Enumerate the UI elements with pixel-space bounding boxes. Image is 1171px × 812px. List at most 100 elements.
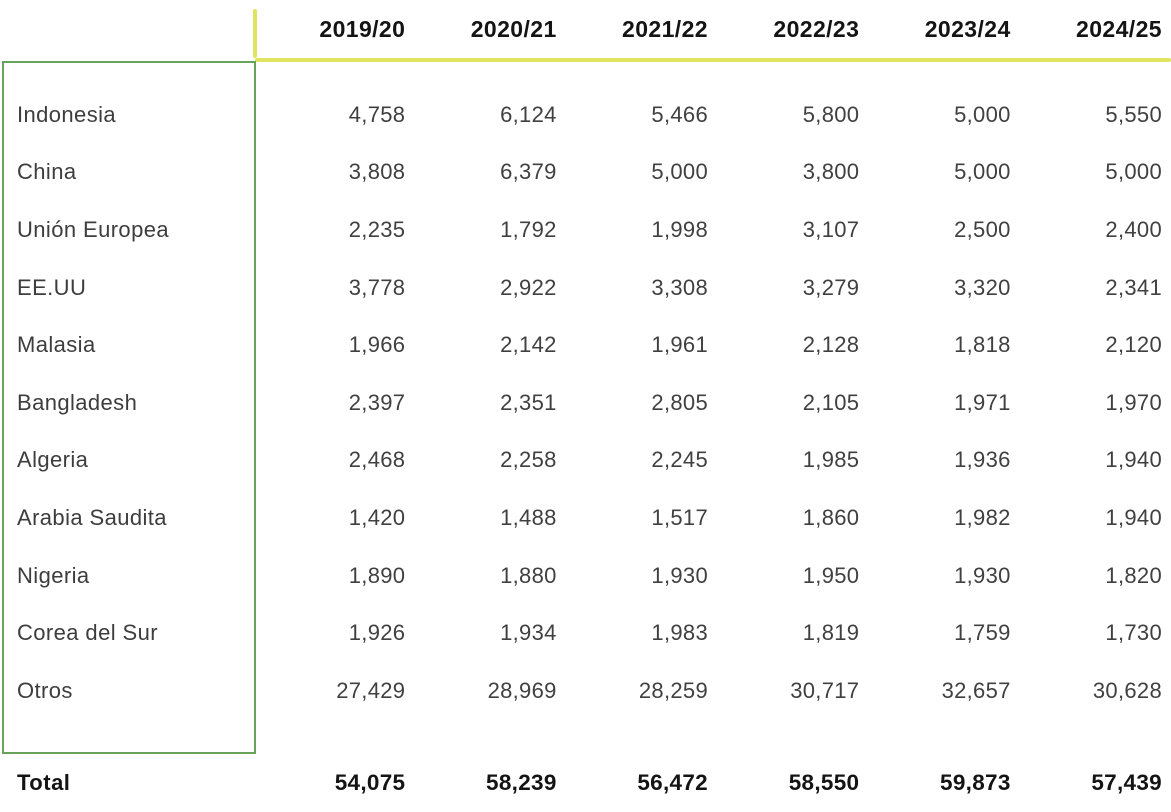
cell-value: 1,930 <box>954 562 1011 588</box>
column-header-2024-25: 2024/25 <box>1076 15 1162 42</box>
total-value: 58,550 <box>788 770 860 795</box>
cell-value: 6,379 <box>500 159 557 185</box>
row-label: Otros <box>17 677 73 703</box>
cell-value: 1,940 <box>1105 447 1162 473</box>
row-label: Malasia <box>17 332 96 358</box>
cell-value: 5,000 <box>651 159 708 185</box>
cell-value: 1,759 <box>954 620 1011 646</box>
cell-value: 2,351 <box>500 389 557 415</box>
cell-value: 1,730 <box>1105 620 1162 646</box>
cell-value: 1,517 <box>651 504 708 530</box>
table-row: Bangladesh 2,397 2,351 2,805 2,105 1,971 1,970 <box>0 374 1171 432</box>
total-row: Total 54,075 58,239 56,472 58,550 59,873… <box>0 756 1171 810</box>
cell-value: 2,142 <box>500 332 557 358</box>
cell-value: 5,800 <box>802 101 860 127</box>
cell-value: 1,971 <box>954 389 1011 415</box>
cell-value: 2,235 <box>348 216 406 242</box>
cell-value: 30,717 <box>790 677 860 703</box>
cell-value: 32,657 <box>941 677 1011 703</box>
total-value: 59,873 <box>940 770 1011 795</box>
header-underline-rule <box>255 58 1171 62</box>
cell-value: 5,000 <box>954 101 1011 127</box>
cell-value: 2,245 <box>651 447 708 473</box>
table-row: Corea del Sur 1,926 1,934 1,983 1,819 1,759 1,… <box>0 604 1171 662</box>
row-label: Corea del Sur <box>17 620 158 646</box>
table-body: Indonesia 4,758 6,124 5,466 5,800 5,000 5,550 C… <box>0 86 1171 720</box>
cell-value: 1,930 <box>651 562 708 588</box>
table-header-row: 2019/20 2020/21 2021/22 2022/23 2023/24 … <box>0 0 1171 58</box>
cell-value: 1,998 <box>651 216 708 242</box>
total-value: 57,439 <box>1091 770 1162 795</box>
cell-value: 1,940 <box>1105 504 1162 530</box>
cell-value: 28,969 <box>487 677 557 703</box>
total-row-label: Total <box>17 770 71 795</box>
cell-value: 3,800 <box>802 159 860 185</box>
cell-value: 1,819 <box>802 620 860 646</box>
cell-value: 2,105 <box>802 389 860 415</box>
cell-value: 28,259 <box>638 677 708 703</box>
table-row: Otros 27,429 28,969 28,259 30,717 32,657 30,62… <box>0 662 1171 720</box>
row-label: Unión Europea <box>17 216 169 242</box>
cell-value: 27,429 <box>336 677 406 703</box>
total-value: 58,239 <box>486 770 557 795</box>
table-row: Malasia 1,966 2,142 1,961 2,128 1,818 2,120 <box>0 316 1171 374</box>
cell-value: 1,890 <box>348 562 406 588</box>
cell-value: 1,880 <box>500 562 557 588</box>
cell-value: 1,934 <box>500 620 557 646</box>
cell-value: 1,936 <box>954 447 1011 473</box>
cell-value: 1,970 <box>1105 389 1162 415</box>
row-label: Algeria <box>17 447 89 473</box>
row-label: Nigeria <box>17 562 90 588</box>
cell-value: 1,926 <box>348 620 406 646</box>
cell-value: 3,308 <box>651 274 708 300</box>
cell-value: 1,961 <box>651 332 708 358</box>
cell-value: 5,000 <box>954 159 1011 185</box>
cell-value: 1,985 <box>802 447 860 473</box>
column-header-2022-23: 2022/23 <box>773 15 860 42</box>
column-header-2020-21: 2020/21 <box>470 15 557 42</box>
table-row: Nigeria 1,890 1,880 1,930 1,950 1,930 1,820 <box>0 547 1171 605</box>
cell-value: 2,341 <box>1105 274 1162 300</box>
row-label: Indonesia <box>17 101 117 127</box>
cell-value: 1,820 <box>1105 562 1162 588</box>
cell-value: 2,128 <box>802 332 860 358</box>
cell-value: 2,468 <box>348 447 406 473</box>
cell-value: 1,966 <box>348 332 406 358</box>
row-labels-outline-box <box>2 61 256 754</box>
cell-value: 2,120 <box>1105 332 1162 358</box>
cell-value: 6,124 <box>500 101 557 127</box>
cell-value: 3,778 <box>348 274 406 300</box>
cell-value: 2,805 <box>651 389 708 415</box>
cell-value: 2,258 <box>500 447 557 473</box>
row-label: EE.UU <box>17 274 87 300</box>
cell-value: 1,792 <box>500 216 557 242</box>
cell-value: 3,279 <box>802 274 860 300</box>
cell-value: 1,982 <box>954 504 1011 530</box>
cell-value: 2,500 <box>954 216 1011 242</box>
row-label: Bangladesh <box>17 389 138 415</box>
cell-value: 2,397 <box>348 389 406 415</box>
cell-value: 1,420 <box>348 504 406 530</box>
cell-value: 5,000 <box>1105 159 1162 185</box>
cell-value: 1,488 <box>500 504 557 530</box>
cell-value: 4,758 <box>348 101 406 127</box>
table-row: Arabia Saudita 1,420 1,488 1,517 1,860 1,982 1… <box>0 489 1171 547</box>
cell-value: 3,320 <box>954 274 1011 300</box>
table-row: Unión Europea 2,235 1,792 1,998 3,107 2,500 2,… <box>0 201 1171 259</box>
cell-value: 5,550 <box>1105 101 1162 127</box>
header-divider-vertical-rule <box>253 9 257 58</box>
cell-value: 1,860 <box>802 504 860 530</box>
table-row: Indonesia 4,758 6,124 5,466 5,800 5,000 5,550 <box>0 86 1171 144</box>
cell-value: 1,950 <box>802 562 860 588</box>
row-label: Arabia Saudita <box>17 504 167 530</box>
total-value: 56,472 <box>637 770 708 795</box>
cell-value: 1,818 <box>954 332 1011 358</box>
cell-value: 30,628 <box>1092 677 1162 703</box>
cell-value: 1,983 <box>651 620 708 646</box>
cell-value: 3,107 <box>802 216 860 242</box>
cell-value: 2,400 <box>1105 216 1162 242</box>
table-row: Algeria 2,468 2,258 2,245 1,985 1,936 1,940 <box>0 432 1171 490</box>
column-header-2023-24: 2023/24 <box>924 15 1011 42</box>
row-label: China <box>17 159 77 185</box>
